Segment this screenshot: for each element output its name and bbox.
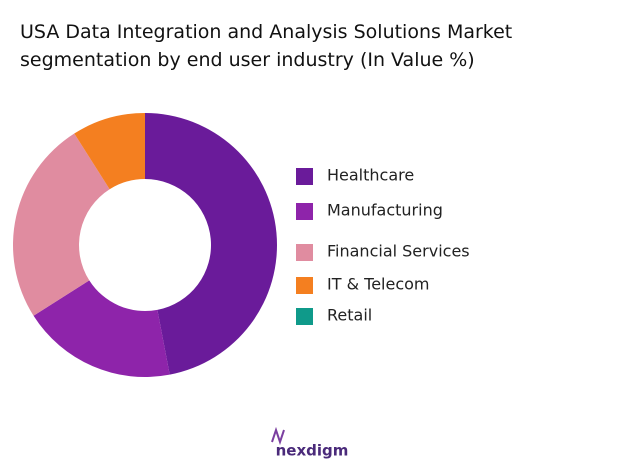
- donut-slice: [33, 280, 170, 377]
- legend-label: Retail: [327, 306, 372, 325]
- logo: nexdigm: [276, 442, 349, 460]
- legend-swatch: [296, 168, 313, 185]
- legend-swatch: [296, 244, 313, 261]
- legend-swatch: [296, 277, 313, 294]
- legend-label: IT & Telecom: [327, 275, 430, 294]
- legend-label: Manufacturing: [327, 201, 443, 220]
- donut-slice: [145, 113, 278, 375]
- logo-icon: [271, 426, 285, 446]
- legend-label: Healthcare: [327, 166, 414, 185]
- chart-title: USA Data Integration and Analysis Soluti…: [20, 21, 513, 71]
- legend-swatch: [296, 203, 313, 220]
- legend-swatch: [296, 308, 313, 325]
- donut-slice: [13, 133, 110, 316]
- donut-slice: [74, 113, 145, 190]
- legend-label: Financial Services: [327, 242, 470, 261]
